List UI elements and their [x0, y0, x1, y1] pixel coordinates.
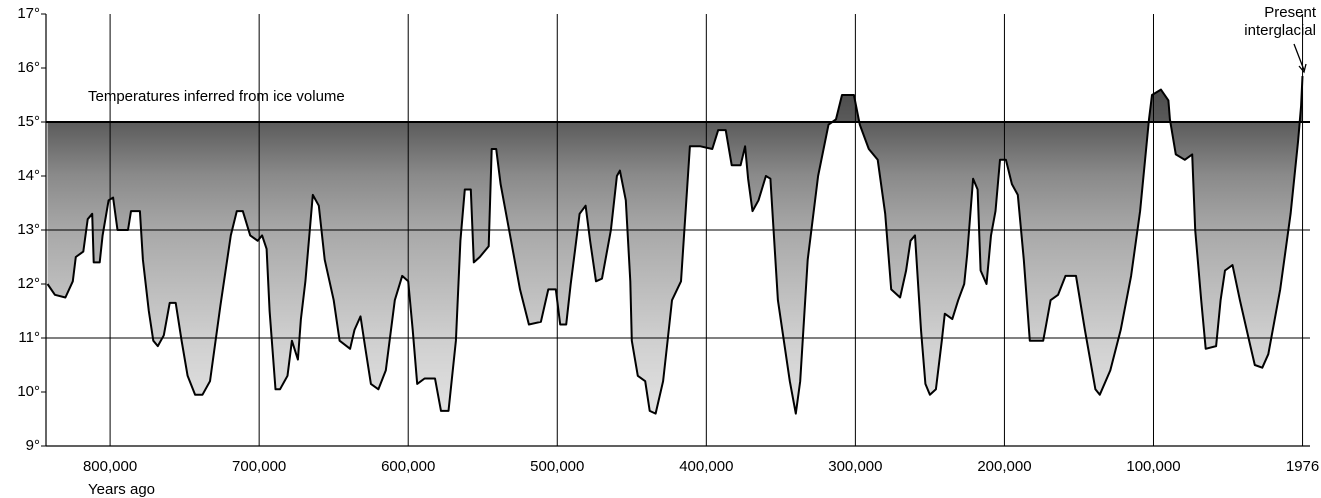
annotation: Temperatures inferred from ice volume: [88, 88, 345, 105]
x-tick-label: 100,000: [1126, 458, 1180, 475]
temperature-line: [46, 76, 1304, 415]
x-tick-label: 1976: [1286, 458, 1319, 475]
x-tick-label: 700,000: [232, 458, 286, 475]
y-tick-label: 9°: [26, 437, 40, 454]
y-tick-label: 11°: [18, 329, 40, 346]
y-tick-label: 15°: [17, 113, 40, 130]
y-tick-label: 13°: [17, 221, 40, 238]
x-tick-label: 400,000: [679, 458, 733, 475]
area-fill: [47, 76, 1303, 414]
x-tick-label: 800,000: [83, 458, 137, 475]
y-tick-label: 10°: [17, 383, 40, 400]
x-tick-label: 500,000: [530, 458, 584, 475]
x-tick-label: 300,000: [828, 458, 882, 475]
y-tick-label: 17°: [17, 5, 40, 22]
callout-line: interglacial: [1244, 22, 1316, 39]
y-tick-label: 14°: [17, 167, 40, 184]
callout-arrow: [1293, 43, 1307, 74]
x-tick-label: 600,000: [381, 458, 435, 475]
x-tick-label: 200,000: [977, 458, 1031, 475]
y-tick-label: 16°: [17, 59, 40, 76]
x-axis-label: Years ago: [88, 481, 155, 498]
callout-line: Present: [1264, 4, 1317, 21]
y-tick-label: 12°: [17, 275, 40, 292]
